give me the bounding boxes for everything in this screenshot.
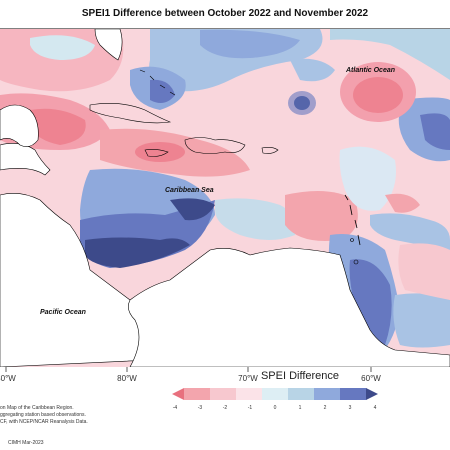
colorbar-extend-low <box>172 388 184 400</box>
spei-field <box>0 29 450 367</box>
lon-label-3: 60°W <box>361 374 381 383</box>
lon-label-0: 80°W <box>0 374 16 383</box>
caribbean-label: Caribbean Sea <box>165 187 214 194</box>
colorbar-extend-high <box>366 388 378 400</box>
colorbar-tick-label: 3 <box>349 405 352 411</box>
colorbar-tick-label: 0 <box>274 405 277 411</box>
map-title: SPEI1 Difference between October 2022 an… <box>81 8 369 19</box>
longitude-axis: 80°W 80°W 70°W 60°W <box>0 367 381 383</box>
colorbar-tick-label: 4 <box>374 405 377 411</box>
credit: CIMH Mar-2023 <box>8 440 44 446</box>
colorbar-bin <box>236 388 263 400</box>
colorbar-tick-label: -3 <box>198 405 203 411</box>
colorbar-bin <box>314 388 341 400</box>
cuba-outline <box>89 103 172 124</box>
note-line-3: CF, with NCEP/NCAR Reanalysis Data. <box>0 419 88 425</box>
legend-title: SPEI Difference <box>260 370 340 382</box>
colorbar-bin <box>340 388 367 400</box>
colorbar-bin <box>210 388 237 400</box>
note-line-2: ggregating station based observations. <box>0 412 86 418</box>
colorbar-tick-label: 1 <box>299 405 302 411</box>
colorbar-tick-label: -4 <box>173 405 178 411</box>
colorbar-tick-label: -2 <box>223 405 228 411</box>
pacific-label: Pacific Ocean <box>40 309 86 316</box>
colorbar: -4 -3 -2 -1 0 1 2 3 4 <box>172 388 378 411</box>
lon-label-2: 70°W <box>238 374 258 383</box>
colorbar-tick-label: 2 <box>324 405 327 411</box>
lon-label-1: 80°W <box>117 374 137 383</box>
colorbar-bin <box>288 388 315 400</box>
colorbar-tick-label: -1 <box>248 405 253 411</box>
note-line-1: on Map of the Caribbean Region. <box>0 405 74 411</box>
colorbar-bin <box>184 388 211 400</box>
atlantic-label: Atlantic Ocean <box>345 67 395 74</box>
colorbar-bin <box>262 388 289 400</box>
